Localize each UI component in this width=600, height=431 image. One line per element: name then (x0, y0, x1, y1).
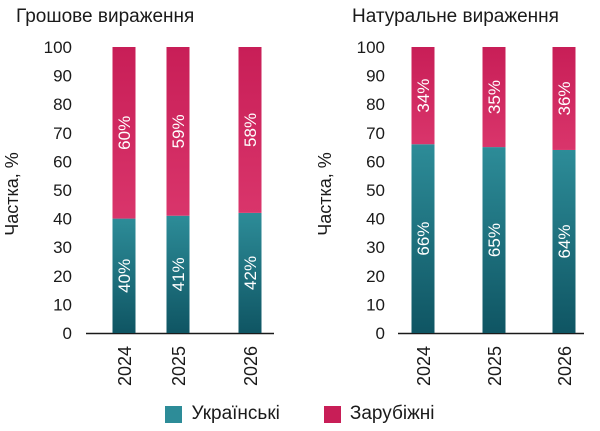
legend-swatch-foreign (323, 405, 341, 423)
legend-label-ukrainian: Українські (191, 403, 280, 424)
data-label: 40% (115, 259, 134, 293)
y-tick-label: 30 (366, 238, 385, 257)
x-tick-label: 2024 (115, 346, 135, 386)
data-label: 35% (485, 80, 504, 114)
data-label: 36% (555, 81, 574, 115)
bar-ukrainian-2026 (552, 149, 576, 333)
y-axis-label: Частка, % (315, 152, 335, 236)
y-tick-label: 90 (53, 67, 72, 86)
data-label: 60% (115, 116, 134, 150)
bar-ukrainian-2024 (112, 218, 136, 333)
y-tick-label: 80 (366, 95, 385, 114)
y-tick-label: 100 (44, 38, 72, 57)
bar-ukrainian-2024 (411, 144, 435, 333)
y-axis-label: Частка, % (2, 152, 22, 236)
y-tick-label: 70 (366, 124, 385, 143)
y-tick-label: 40 (53, 210, 72, 229)
data-label: 42% (241, 256, 260, 290)
y-tick-label: 10 (366, 295, 385, 314)
bar-foreign-2024 (411, 47, 435, 145)
legend-label-foreign: Зарубіжні (349, 403, 435, 424)
legend-item-ukrainian: Українські (165, 403, 280, 425)
x-tick-label: 2025 (485, 346, 505, 386)
y-tick-label: 90 (366, 67, 385, 86)
data-label: 64% (555, 224, 574, 258)
legend-swatch-ukrainian (165, 405, 183, 423)
y-tick-label: 80 (53, 95, 72, 114)
y-tick-label: 20 (53, 267, 72, 286)
chart-title: Грошове вираження (16, 6, 194, 27)
x-tick-label: 2026 (241, 346, 261, 386)
data-label: 66% (414, 222, 433, 256)
y-tick-label: 60 (53, 152, 72, 171)
data-label: 59% (169, 114, 188, 148)
y-tick-label: 50 (53, 181, 72, 200)
y-tick-label: 100 (357, 38, 385, 57)
bar-foreign-2024 (112, 47, 136, 219)
y-tick-label: 0 (376, 324, 385, 343)
y-tick-label: 20 (366, 267, 385, 286)
bar-foreign-2026 (552, 47, 576, 150)
legend: Українські Зарубіжні (0, 402, 600, 426)
bar-ukrainian-2025 (482, 147, 506, 333)
y-tick-label: 40 (366, 210, 385, 229)
bar-ukrainian-2025 (166, 215, 190, 333)
x-tick-label: 2025 (169, 346, 189, 386)
bar-foreign-2026 (238, 47, 262, 213)
chart-title: Натуральне вираження (352, 6, 559, 27)
y-tick-label: 70 (53, 124, 72, 143)
data-label: 41% (169, 257, 188, 291)
y-tick-label: 0 (63, 324, 72, 343)
data-label: 65% (485, 223, 504, 257)
x-tick-label: 2024 (414, 346, 434, 386)
x-tick-label: 2026 (555, 346, 575, 386)
data-label: 58% (241, 113, 260, 147)
chart-panel-2: Натуральне вираження Частка, % 0 10 20 30 40 50… (315, 6, 584, 386)
bar-foreign-2025 (482, 47, 506, 148)
bar-foreign-2025 (166, 47, 190, 216)
chart-panel-1: Грошове вираження Частка, % 0 10 20 30 40 50 60 7… (2, 6, 274, 386)
data-label: 34% (414, 79, 433, 113)
bar-ukrainian-2026 (238, 212, 262, 333)
y-tick-label: 30 (53, 238, 72, 257)
y-tick-label: 50 (366, 181, 385, 200)
y-tick-label: 10 (53, 295, 72, 314)
y-tick-label: 60 (366, 152, 385, 171)
legend-item-foreign: Зарубіжні (323, 403, 435, 425)
